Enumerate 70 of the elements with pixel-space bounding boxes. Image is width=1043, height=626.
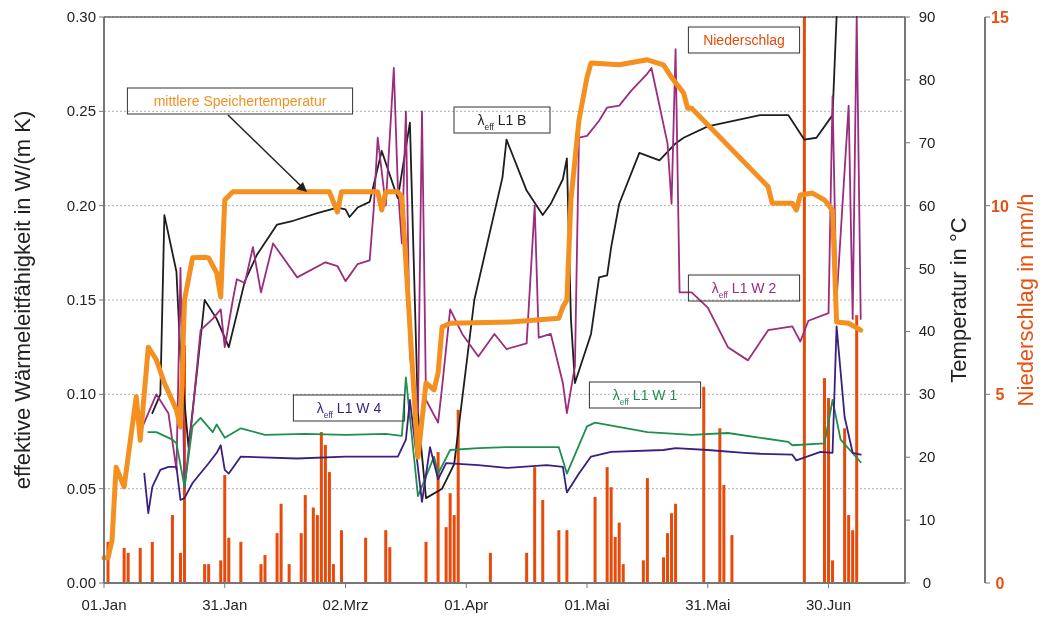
bar [170, 515, 174, 583]
y2-tick-label: 50 [918, 259, 936, 277]
bar [279, 503, 283, 583]
y-tick-label: 0.15 [66, 291, 96, 308]
bar [843, 428, 847, 583]
bar [203, 564, 207, 583]
bar [126, 552, 130, 583]
series-label: Niederschlag [703, 32, 785, 48]
y3-tick-label: 0 [995, 575, 1005, 592]
series-label: λ$_{eff}$ L1 W 2 [711, 280, 777, 300]
y-axis-title: effektive Wärmeleitfähigkeit in W/(m K) [10, 110, 35, 490]
bar [541, 499, 545, 583]
bar [533, 467, 537, 583]
y-tick-label: 0.25 [66, 102, 96, 120]
bar [319, 432, 323, 583]
bar [593, 496, 597, 583]
bar [303, 495, 307, 583]
bar [565, 530, 569, 583]
x-tick-label: 31.Jan [202, 596, 248, 613]
y2-tick-label: 80 [918, 70, 936, 88]
bar [645, 478, 649, 583]
bar [617, 522, 621, 583]
y-tick-label: 0.20 [66, 196, 96, 214]
y-tick-label: 0.05 [66, 479, 96, 497]
x-tick-label: 02.Mrz [322, 596, 369, 613]
bar [122, 547, 126, 583]
bar [855, 315, 859, 583]
bar [718, 428, 722, 583]
y2-tick-label: 10 [918, 511, 936, 529]
bar [557, 530, 561, 583]
y2-tick-label: 20 [918, 448, 936, 466]
bar [605, 467, 609, 583]
bar [823, 378, 826, 583]
y2-tick-label: 60 [918, 196, 936, 214]
y2-tick-label: 70 [918, 133, 936, 151]
y-tick-label: 0.10 [66, 385, 96, 403]
y3-axis-title: Niederschlag in mm/h [1013, 193, 1038, 407]
x-tick-label: 31.Mai [685, 596, 731, 613]
y3-tick-label: 15 [991, 9, 1009, 26]
x-tick-label: 01.Apr [444, 596, 489, 613]
y2-tick-label: 90 [918, 8, 936, 25]
text: mittlere Speichertemperatur [153, 93, 327, 109]
series-label: λ$_{eff}$ L1 W 4 [316, 400, 382, 420]
y3-tick-label: 10 [991, 197, 1009, 215]
bar [263, 555, 267, 583]
bar [287, 564, 291, 583]
y2-axis-title: Temperatur in °C [946, 217, 971, 383]
y2-tick-label: 30 [918, 385, 936, 403]
x-tick-label: 01.Mai [564, 596, 610, 613]
bar [525, 552, 529, 583]
y2-tick-label: 40 [918, 322, 936, 340]
bar [259, 564, 263, 583]
bar [239, 541, 243, 583]
bar [702, 386, 706, 583]
bar [223, 475, 227, 583]
x-tick-label: 30.Jun [806, 596, 852, 613]
series-label: λ$_{eff}$ L1 B [477, 112, 527, 132]
y3-tick-label: 5 [995, 386, 1005, 404]
bar [207, 564, 211, 583]
x-tick-label: 01.Jan [81, 596, 127, 613]
bar [802, 17, 806, 583]
y2-tick-label: 0 [922, 574, 932, 591]
series-label: λ$_{eff}$ L1 W 1 [612, 387, 678, 407]
bar [674, 503, 678, 583]
bar [150, 541, 154, 583]
bar [138, 547, 142, 583]
bar [311, 507, 315, 583]
y-tick-label: 0.00 [66, 574, 96, 591]
bar [730, 535, 734, 583]
y-tick-label: 0.30 [66, 8, 96, 25]
